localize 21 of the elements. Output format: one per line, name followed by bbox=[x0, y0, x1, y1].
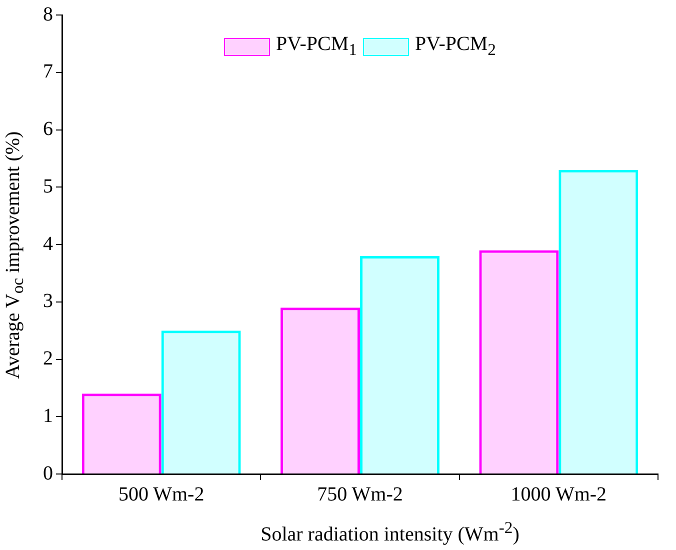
y-tick-label: 5 bbox=[43, 175, 53, 198]
x-axis-title: Solar radiation intensity (Wm$^{-2}$) bbox=[260, 518, 520, 547]
y-tick-label: 8 bbox=[43, 3, 53, 26]
x-tick-label: 750 Wm-2 bbox=[317, 483, 403, 506]
legend-label: PV-PCM$_{2}$ bbox=[415, 33, 496, 60]
y-tick-label: 3 bbox=[43, 290, 53, 312]
bar bbox=[360, 256, 440, 474]
bar bbox=[479, 250, 559, 474]
x-tick-label: 1000 Wm-2 bbox=[510, 483, 607, 506]
y-tick-label: 1 bbox=[43, 404, 53, 427]
legend-label: PV-PCM$_{1}$ bbox=[276, 33, 357, 60]
x-tick-label: 500 Wm-2 bbox=[118, 483, 204, 506]
y-tick-label: 7 bbox=[43, 60, 53, 83]
y-tick-label: 6 bbox=[43, 118, 53, 140]
y-tick-label: 4 bbox=[43, 232, 53, 255]
bar bbox=[82, 394, 162, 474]
bar bbox=[280, 308, 360, 474]
y-tick-label: 2 bbox=[43, 348, 53, 370]
y-tick-label: 0 bbox=[43, 462, 53, 484]
bar bbox=[161, 330, 241, 474]
bar bbox=[558, 170, 638, 474]
